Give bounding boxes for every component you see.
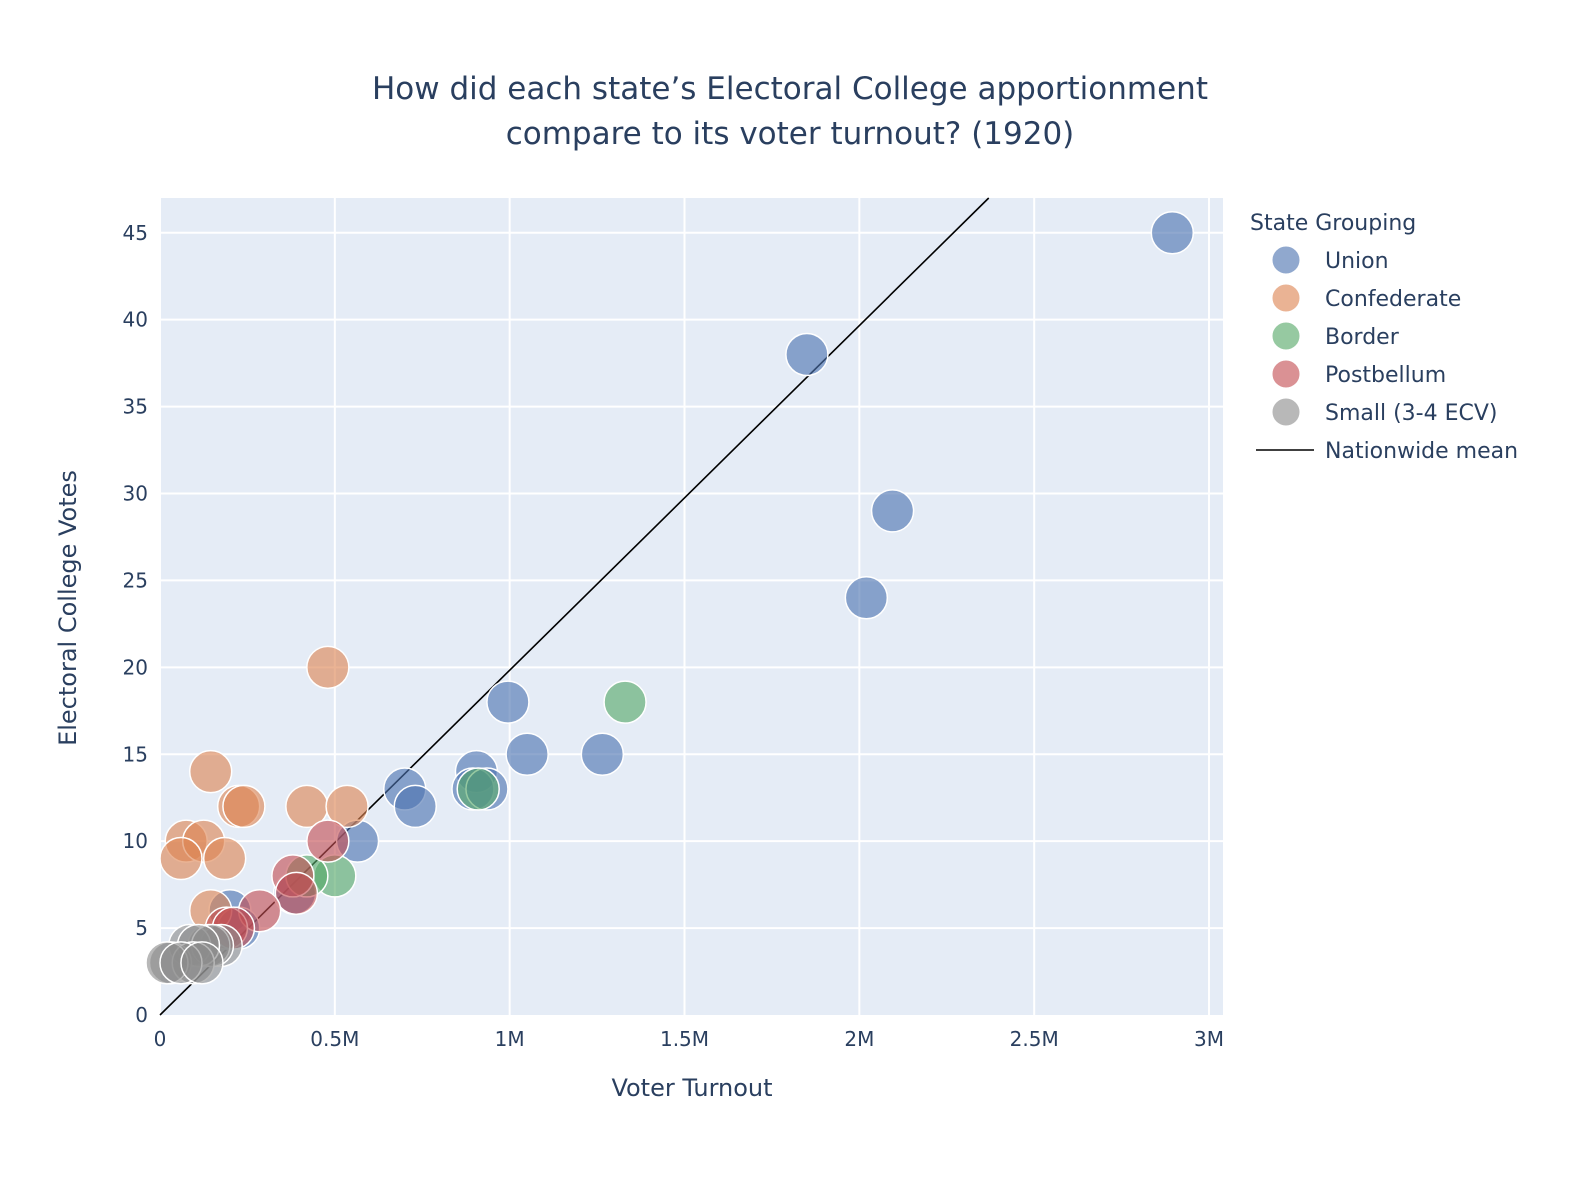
data-point-confederate[interactable] <box>202 836 247 881</box>
legend-label: Small (3-4 ECV) <box>1325 401 1498 426</box>
y-tick-label: 25 <box>123 568 148 592</box>
x-tick-label: 0.5M <box>310 1027 359 1051</box>
legend-marker <box>1271 245 1301 275</box>
y-tick-label: 35 <box>123 395 148 419</box>
legend-label: Border <box>1325 325 1400 350</box>
data-point-confederate[interactable] <box>306 645 350 690</box>
chart-title-line-1: How did each state’s Electoral College a… <box>372 71 1208 107</box>
data-point-union[interactable] <box>486 680 530 724</box>
y-tick-label: 10 <box>123 829 148 853</box>
legend: State Grouping Union Confederate Border Pos… <box>1250 211 1518 464</box>
data-point-postbellum[interactable] <box>306 819 350 863</box>
y-tick-label: 40 <box>123 308 148 332</box>
y-tick-label: 0 <box>135 1003 148 1027</box>
x-tick-label: 1.5M <box>660 1027 709 1051</box>
legend-label: Union <box>1325 249 1389 274</box>
data-point-confederate[interactable] <box>188 749 233 794</box>
y-tick-label: 15 <box>123 742 148 766</box>
data-point-confederate[interactable] <box>222 784 266 829</box>
x-tick-label: 1M <box>495 1027 525 1051</box>
x-tick-label: 3M <box>1194 1027 1224 1051</box>
legend-marker <box>1271 397 1301 427</box>
y-tick-label: 45 <box>123 221 148 245</box>
y-axis-label: Electoral College Votes <box>54 470 82 746</box>
y-tick-label: 20 <box>123 655 148 679</box>
data-point-confederate[interactable] <box>159 836 203 881</box>
legend-marker <box>1271 321 1301 351</box>
x-tick-label: 2.5M <box>1010 1027 1059 1051</box>
data-points <box>145 211 1195 985</box>
legend-item-border[interactable]: Border <box>1271 321 1400 351</box>
y-tick-label: 5 <box>135 916 148 940</box>
data-point-confederate[interactable] <box>325 784 369 829</box>
legend-marker <box>1271 283 1301 313</box>
legend-item-nationwide-mean[interactable]: Nationwide mean <box>1256 439 1518 464</box>
y-tick-label: 30 <box>123 482 148 506</box>
chart-title-line-2: compare to its voter turnout? (1920) <box>506 116 1075 152</box>
data-point-union[interactable] <box>844 576 889 620</box>
legend-label: Nationwide mean <box>1325 439 1518 464</box>
series-confederate <box>159 645 369 933</box>
legend-marker <box>1271 359 1301 389</box>
data-point-border[interactable] <box>456 767 500 811</box>
legend-title: State Grouping <box>1250 211 1416 236</box>
data-point-union[interactable] <box>393 784 438 829</box>
x-axis-label: Voter Turnout <box>611 1074 772 1102</box>
data-point-union[interactable] <box>1150 211 1195 255</box>
legend-item-union[interactable]: Union <box>1271 245 1389 275</box>
x-tick-label: 0 <box>154 1027 167 1051</box>
data-point-union[interactable] <box>505 732 549 777</box>
data-point-border[interactable] <box>603 680 647 724</box>
data-point-union[interactable] <box>580 732 625 777</box>
series-small-3-4-ecv <box>145 923 243 985</box>
data-point-postbellum[interactable] <box>274 871 319 916</box>
legend-label: Confederate <box>1325 287 1461 312</box>
data-point-small-3-4-ecv[interactable] <box>180 941 224 985</box>
axis-ticks: 0 0.5M 1M 1.5M 2M 2.5M 3M 0 5 10 15 20 25 30 35 40 45 <box>123 221 1224 1051</box>
data-point-union[interactable] <box>785 332 829 377</box>
legend-item-confederate[interactable]: Confederate <box>1271 283 1461 313</box>
legend-item-postbellum[interactable]: Postbellum <box>1271 359 1446 389</box>
data-point-union[interactable] <box>870 489 915 533</box>
x-tick-label: 2M <box>844 1027 874 1051</box>
legend-item-small-3-4-ecv[interactable]: Small (3-4 ECV) <box>1271 397 1498 427</box>
legend-label: Postbellum <box>1325 363 1446 388</box>
